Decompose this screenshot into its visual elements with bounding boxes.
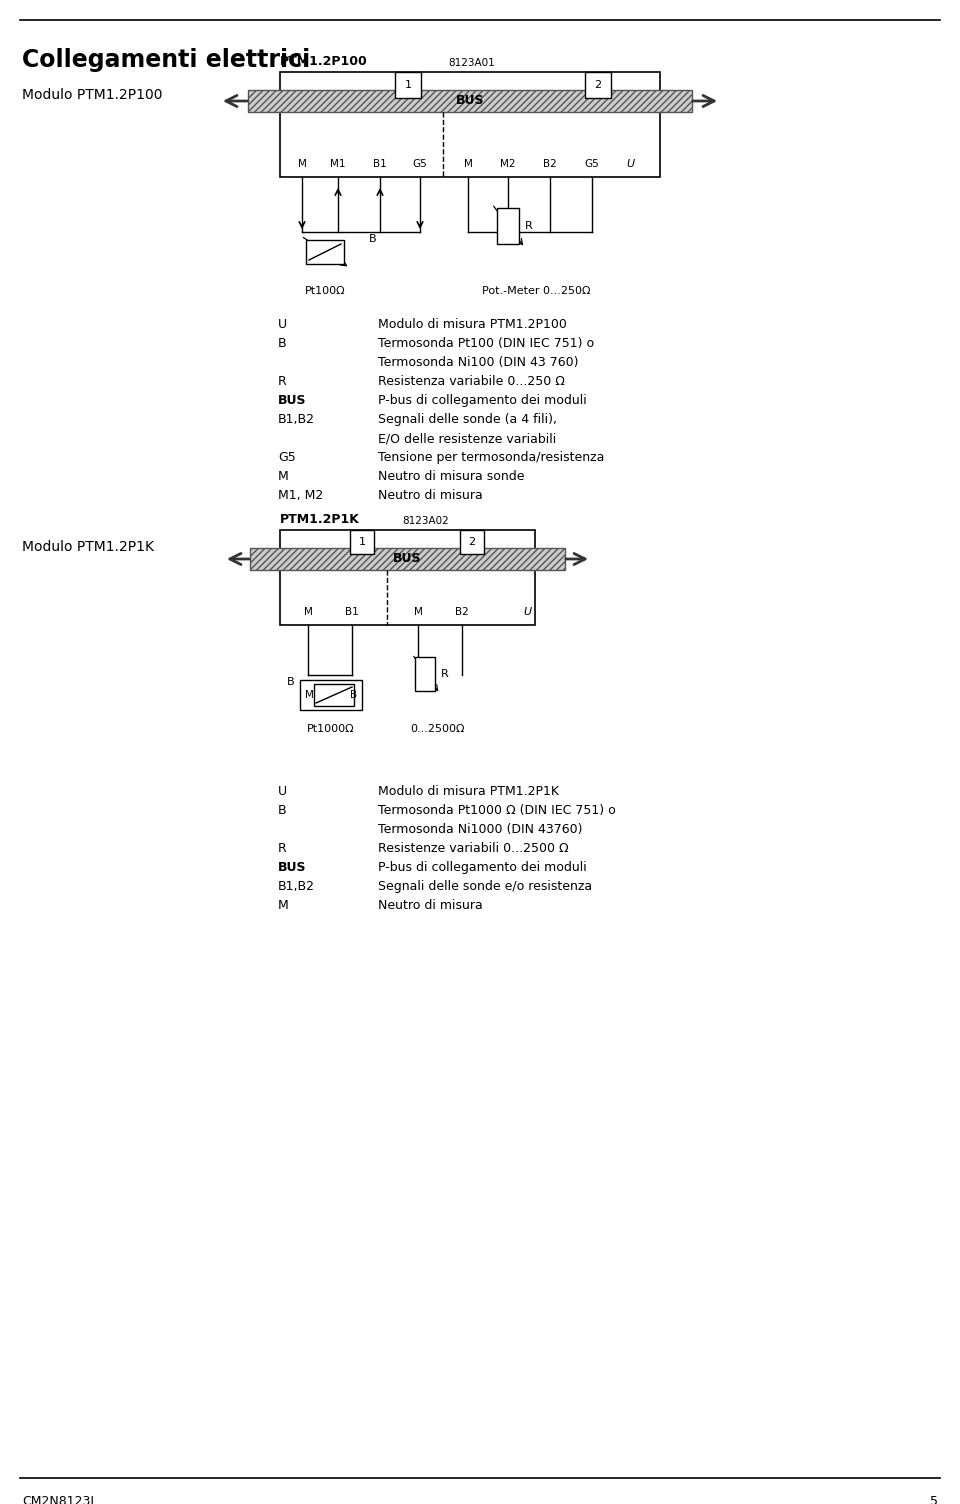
Text: BUS: BUS bbox=[278, 394, 306, 408]
Text: M: M bbox=[298, 159, 306, 168]
Text: Resistenze variabili 0...2500 Ω: Resistenze variabili 0...2500 Ω bbox=[378, 842, 568, 854]
Text: BUS: BUS bbox=[394, 552, 421, 566]
Bar bbox=[415, 657, 435, 690]
Text: PTM1.2P1K: PTM1.2P1K bbox=[280, 513, 360, 526]
Text: 1: 1 bbox=[358, 537, 366, 547]
Text: U: U bbox=[278, 785, 287, 799]
Text: B: B bbox=[278, 805, 287, 817]
Text: BUS: BUS bbox=[456, 95, 484, 107]
Bar bbox=[350, 529, 374, 553]
Text: M1, M2: M1, M2 bbox=[278, 489, 324, 502]
Text: R: R bbox=[441, 669, 448, 678]
Text: R: R bbox=[278, 842, 287, 854]
Text: Termosonda Ni100 (DIN 43 760): Termosonda Ni100 (DIN 43 760) bbox=[378, 356, 579, 368]
Bar bbox=[460, 529, 484, 553]
Text: Pt100Ω: Pt100Ω bbox=[304, 286, 346, 296]
Text: Termosonda Ni1000 (DIN 43760): Termosonda Ni1000 (DIN 43760) bbox=[378, 823, 583, 836]
Text: Modulo PTM1.2P100: Modulo PTM1.2P100 bbox=[22, 89, 162, 102]
Text: M: M bbox=[278, 469, 289, 483]
Text: B: B bbox=[286, 677, 294, 687]
Text: M: M bbox=[414, 608, 422, 617]
Text: M: M bbox=[278, 899, 289, 911]
Text: R: R bbox=[525, 221, 533, 232]
Text: Modulo di misura PTM1.2P100: Modulo di misura PTM1.2P100 bbox=[378, 317, 566, 331]
Text: E/O delle resistenze variabili: E/O delle resistenze variabili bbox=[378, 432, 556, 445]
Text: Neutro di misura: Neutro di misura bbox=[378, 489, 483, 502]
Bar bbox=[280, 529, 535, 626]
Text: B: B bbox=[349, 690, 357, 699]
Text: 2: 2 bbox=[468, 537, 475, 547]
Text: G5: G5 bbox=[413, 159, 427, 168]
Text: M1: M1 bbox=[330, 159, 346, 168]
Text: Segnali delle sonde e/o resistenza: Segnali delle sonde e/o resistenza bbox=[378, 880, 592, 893]
Bar bbox=[250, 547, 565, 570]
Text: Pt1000Ω: Pt1000Ω bbox=[307, 723, 355, 734]
Bar bbox=[497, 208, 519, 244]
Text: B1: B1 bbox=[373, 159, 387, 168]
Text: B: B bbox=[370, 235, 377, 244]
Text: U: U bbox=[278, 317, 287, 331]
Text: M: M bbox=[464, 159, 472, 168]
Text: Tensione per termosonda/resistenza: Tensione per termosonda/resistenza bbox=[378, 451, 605, 465]
Bar bbox=[280, 72, 660, 177]
Text: PTM1.2P100: PTM1.2P100 bbox=[280, 56, 368, 68]
Text: B2: B2 bbox=[455, 608, 468, 617]
Text: B2: B2 bbox=[543, 159, 557, 168]
Text: G5: G5 bbox=[278, 451, 296, 465]
Text: U: U bbox=[523, 608, 531, 617]
Text: Pot.-Meter 0...250Ω: Pot.-Meter 0...250Ω bbox=[482, 286, 590, 296]
Text: B1,B2: B1,B2 bbox=[278, 880, 315, 893]
Bar bbox=[306, 241, 344, 265]
Bar bbox=[314, 684, 354, 705]
Text: M: M bbox=[303, 608, 312, 617]
Bar bbox=[395, 72, 421, 98]
Text: B: B bbox=[278, 337, 287, 350]
Bar bbox=[300, 680, 362, 710]
Text: B1,B2: B1,B2 bbox=[278, 414, 315, 426]
Text: M: M bbox=[305, 690, 314, 699]
Text: U: U bbox=[626, 159, 634, 168]
Text: 2: 2 bbox=[594, 80, 602, 90]
Text: 1: 1 bbox=[404, 80, 412, 90]
Text: R: R bbox=[278, 374, 287, 388]
Text: 0...2500Ω: 0...2500Ω bbox=[410, 723, 465, 734]
Text: Modulo PTM1.2P1K: Modulo PTM1.2P1K bbox=[22, 540, 154, 553]
Text: Termosonda Pt1000 Ω (DIN IEC 751) o: Termosonda Pt1000 Ω (DIN IEC 751) o bbox=[378, 805, 615, 817]
Text: CM2N8123I: CM2N8123I bbox=[22, 1495, 94, 1504]
Text: P-bus di collegamento dei moduli: P-bus di collegamento dei moduli bbox=[378, 394, 587, 408]
Bar bbox=[585, 72, 611, 98]
Text: Termosonda Pt100 (DIN IEC 751) o: Termosonda Pt100 (DIN IEC 751) o bbox=[378, 337, 594, 350]
Text: G5: G5 bbox=[585, 159, 599, 168]
Text: BUS: BUS bbox=[278, 860, 306, 874]
Text: Resistenza variabile 0...250 Ω: Resistenza variabile 0...250 Ω bbox=[378, 374, 564, 388]
Text: Neutro di misura: Neutro di misura bbox=[378, 899, 483, 911]
Text: 8123A01: 8123A01 bbox=[448, 59, 494, 68]
Text: Collegamenti elettrici: Collegamenti elettrici bbox=[22, 48, 310, 72]
Text: Segnali delle sonde (a 4 fili),: Segnali delle sonde (a 4 fili), bbox=[378, 414, 557, 426]
Text: Neutro di misura sonde: Neutro di misura sonde bbox=[378, 469, 524, 483]
Text: 8123A02: 8123A02 bbox=[402, 516, 448, 526]
Text: M2: M2 bbox=[500, 159, 516, 168]
Bar bbox=[248, 90, 692, 111]
Text: 5: 5 bbox=[930, 1495, 938, 1504]
Text: B1: B1 bbox=[346, 608, 359, 617]
Text: Modulo di misura PTM1.2P1K: Modulo di misura PTM1.2P1K bbox=[378, 785, 559, 799]
Text: P-bus di collegamento dei moduli: P-bus di collegamento dei moduli bbox=[378, 860, 587, 874]
